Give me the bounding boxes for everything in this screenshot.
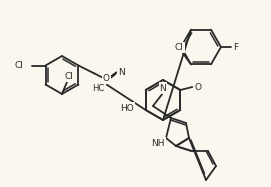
Text: Cl: Cl xyxy=(64,71,73,80)
Text: HC: HC xyxy=(92,84,105,93)
Text: NH: NH xyxy=(151,139,165,148)
Text: O: O xyxy=(195,82,202,91)
Text: Cl: Cl xyxy=(175,43,183,52)
Text: Cl: Cl xyxy=(15,61,24,70)
Text: N: N xyxy=(160,84,166,93)
Text: O: O xyxy=(103,74,110,83)
Text: N: N xyxy=(118,68,125,77)
Text: HO: HO xyxy=(120,103,134,113)
Text: F: F xyxy=(233,42,238,51)
